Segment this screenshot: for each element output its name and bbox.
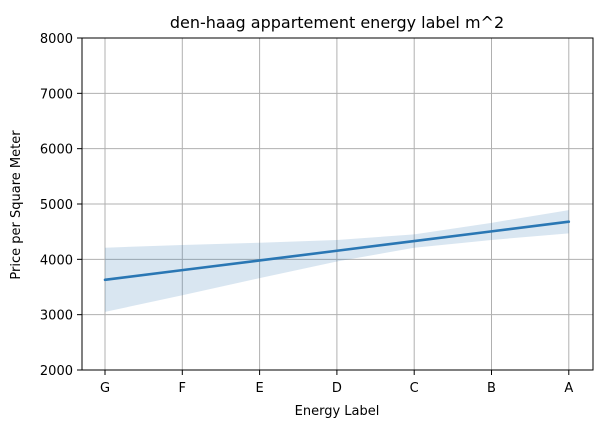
y-ticks: 2000 3000 4000 5000 6000 7000 8000 bbox=[40, 32, 82, 379]
x-tick-label: E bbox=[255, 381, 263, 396]
y-tick-label: 5000 bbox=[40, 198, 73, 213]
y-tick-label: 8000 bbox=[40, 32, 73, 47]
regression-line bbox=[103, 220, 571, 282]
y-tick-label: 6000 bbox=[40, 143, 73, 158]
x-tick-label: A bbox=[564, 381, 573, 396]
series-lines bbox=[103, 220, 571, 282]
y-tick-label: 7000 bbox=[40, 87, 73, 102]
y-axis-label: Price per Square Meter bbox=[9, 130, 24, 280]
x-tick-label: F bbox=[179, 381, 186, 396]
x-tick-label: D bbox=[332, 381, 342, 396]
y-tick-label: 2000 bbox=[40, 364, 73, 379]
x-tick-label: B bbox=[487, 381, 496, 396]
x-axis-label: Energy Label bbox=[295, 404, 380, 419]
y-tick-label: 4000 bbox=[40, 253, 73, 268]
y-tick-label: 3000 bbox=[40, 309, 73, 324]
chart-title: den-haag appartement energy label m^2 bbox=[170, 13, 504, 32]
x-tick-label: C bbox=[410, 381, 419, 396]
x-tick-label: G bbox=[100, 381, 110, 396]
